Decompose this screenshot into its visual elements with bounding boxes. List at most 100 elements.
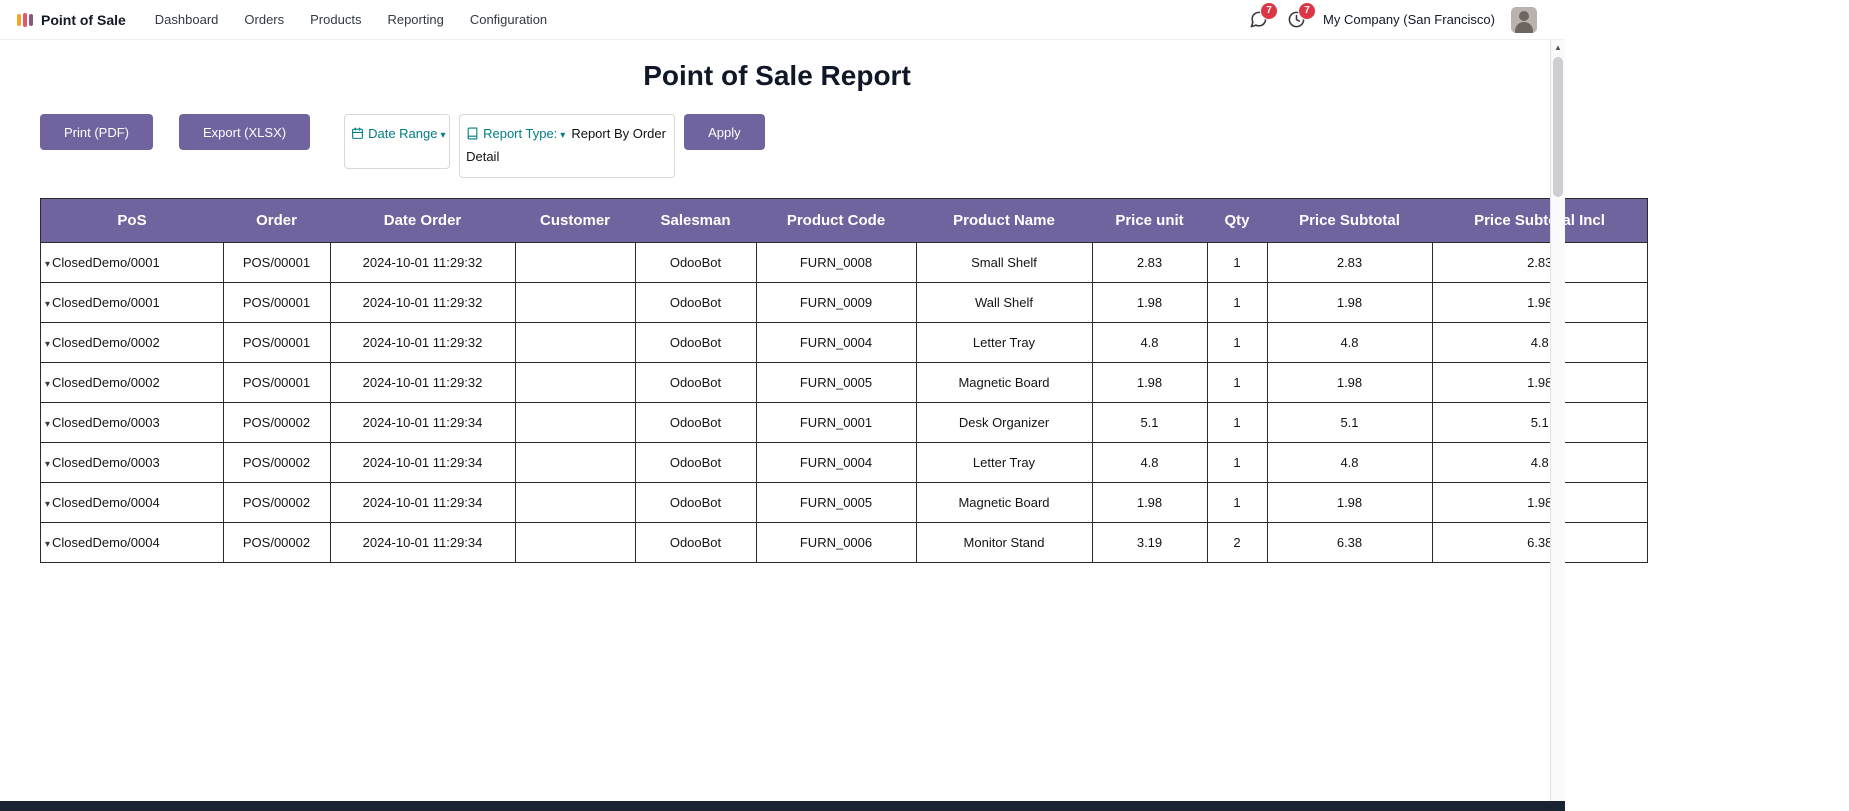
cell-product-name: Wall Shelf [915, 281, 1093, 323]
pos-session-label: ClosedDemo/0001 [52, 294, 160, 310]
cell-qty: 2 [1206, 521, 1268, 563]
main-menu: Dashboard Orders Products Reporting Conf… [144, 7, 558, 32]
expand-row-caret-icon[interactable]: ▾ [45, 538, 51, 550]
date-range-dropdown[interactable]: Date Range ▾ [344, 114, 451, 169]
book-icon [466, 126, 479, 147]
report-type-dropdown[interactable]: Report Type: ▾ Report By Order Detail [459, 114, 676, 178]
cell-customer [514, 281, 636, 323]
pos-session-label: ClosedDemo/0003 [52, 414, 160, 430]
column-header-qty: Qty [1207, 198, 1267, 243]
cell-customer [514, 361, 636, 403]
cell-pos[interactable]: ▾ ClosedDemo/0001 [40, 281, 224, 323]
menu-item-configuration[interactable]: Configuration [469, 12, 548, 27]
cell-price-subtotal-incl: 1.98 [1431, 361, 1648, 403]
cell-pos[interactable]: ▾ ClosedDemo/0004 [40, 521, 224, 563]
cell-price-unit: 5.1 [1091, 401, 1208, 443]
column-header-product-code: Product Code [756, 198, 916, 243]
cell-product-code: FURN_0004 [755, 441, 917, 483]
table-row: ▾ ClosedDemo/0004 POS/00002 2024-10-01 11:2… [40, 521, 1648, 563]
table-row: ▾ ClosedDemo/0003 POS/00002 2024-10-01 11:2… [40, 401, 1648, 443]
cell-product-code: FURN_0001 [755, 401, 917, 443]
menu-item-products[interactable]: Products [310, 12, 362, 27]
cell-pos[interactable]: ▾ ClosedDemo/0001 [40, 241, 224, 283]
scroll-up-button[interactable]: ▲ [1554, 43, 1562, 52]
clock-icon [1287, 10, 1306, 29]
table-row: ▾ ClosedDemo/0004 POS/00002 2024-10-01 11:2… [40, 481, 1648, 523]
app-logo-icon [16, 11, 34, 29]
pos-session-label: ClosedDemo/0004 [52, 534, 160, 550]
report-table: PoS Order Date Order Customer Salesman Produc… [40, 197, 1648, 563]
expand-row-caret-icon[interactable]: ▾ [45, 418, 51, 430]
messages-button[interactable]: 7 [1247, 2, 1278, 31]
cell-order: POS/00001 [222, 281, 331, 323]
report-type-label: Report Type: [483, 126, 558, 141]
cell-price-unit: 1.98 [1091, 281, 1208, 323]
expand-row-caret-icon[interactable]: ▾ [45, 338, 51, 350]
cell-qty: 1 [1206, 401, 1268, 443]
cell-product-name: Letter Tray [915, 321, 1093, 363]
cell-salesman: OdooBot [634, 241, 757, 283]
cell-customer [514, 521, 636, 563]
expand-row-caret-icon[interactable]: ▾ [45, 458, 51, 470]
cell-salesman: OdooBot [634, 401, 757, 443]
cell-customer [514, 241, 636, 283]
export-xlsx-button[interactable]: Export (XLSX) [179, 114, 311, 150]
apply-button[interactable]: Apply [684, 114, 765, 150]
column-header-price-subtotal: Price Subtotal [1267, 198, 1432, 243]
cell-product-code: FURN_0005 [755, 361, 917, 403]
cell-salesman: OdooBot [634, 441, 757, 483]
cell-date-order: 2024-10-01 11:29:32 [329, 281, 516, 323]
cell-price-subtotal-incl: 6.38 [1431, 521, 1648, 563]
table-row: ▾ ClosedDemo/0002 POS/00001 2024-10-01 11:2… [40, 361, 1648, 403]
cell-price-subtotal: 2.83 [1266, 241, 1433, 283]
cell-pos[interactable]: ▾ ClosedDemo/0002 [40, 321, 224, 363]
menu-item-reporting[interactable]: Reporting [387, 12, 444, 27]
cell-price-subtotal: 1.98 [1266, 481, 1433, 523]
cell-price-unit: 3.19 [1091, 521, 1208, 563]
cell-order: POS/00002 [222, 401, 331, 443]
expand-row-caret-icon[interactable]: ▾ [45, 498, 51, 510]
cell-pos[interactable]: ▾ ClosedDemo/0003 [40, 441, 224, 483]
cell-product-code: FURN_0006 [755, 521, 917, 563]
cell-salesman: OdooBot [634, 481, 757, 523]
cell-product-name: Magnetic Board [915, 481, 1093, 523]
cell-price-unit: 1.98 [1091, 361, 1208, 403]
expand-row-caret-icon[interactable]: ▾ [45, 258, 51, 270]
column-header-customer: Customer [515, 198, 635, 243]
menu-item-dashboard[interactable]: Dashboard [154, 12, 219, 27]
expand-row-caret-icon[interactable]: ▾ [45, 378, 51, 390]
cell-price-unit: 4.8 [1091, 441, 1208, 483]
pos-session-label: ClosedDemo/0004 [52, 494, 160, 510]
user-avatar[interactable] [1511, 6, 1537, 33]
print-pdf-button[interactable]: Print (PDF) [40, 114, 153, 150]
menu-item-orders[interactable]: Orders [244, 12, 285, 27]
cell-qty: 1 [1206, 441, 1268, 483]
scrollbar-thumb[interactable] [1553, 57, 1563, 197]
column-header-pos: PoS [40, 198, 223, 243]
app-name: Point of Sale [41, 11, 126, 28]
expand-row-caret-icon[interactable]: ▾ [45, 298, 51, 310]
pos-session-label: ClosedDemo/0003 [52, 454, 160, 470]
vertical-scrollbar[interactable]: ▲ [1550, 40, 1565, 801]
cell-date-order: 2024-10-01 11:29:32 [329, 321, 516, 363]
cell-order: POS/00001 [222, 361, 331, 403]
cell-pos[interactable]: ▾ ClosedDemo/0003 [40, 401, 224, 443]
activities-button[interactable]: 7 [1285, 2, 1316, 31]
cell-product-name: Small Shelf [915, 241, 1093, 283]
cell-customer [514, 481, 636, 523]
cell-pos[interactable]: ▾ ClosedDemo/0004 [40, 481, 224, 523]
cell-pos[interactable]: ▾ ClosedDemo/0002 [40, 361, 224, 403]
company-switcher[interactable]: My Company (San Francisco) [1323, 12, 1495, 27]
cell-qty: 1 [1206, 241, 1268, 283]
cell-product-code: FURN_0008 [755, 241, 917, 283]
chat-bubble-icon [1249, 10, 1268, 29]
cell-date-order: 2024-10-01 11:29:34 [329, 481, 516, 523]
app-brand[interactable]: Point of Sale [16, 11, 126, 29]
calendar-icon [351, 126, 364, 147]
cell-date-order: 2024-10-01 11:29:32 [329, 241, 516, 283]
cell-order: POS/00002 [222, 521, 331, 563]
cell-price-subtotal-incl: 4.8 [1431, 321, 1648, 363]
cell-price-subtotal: 1.98 [1266, 361, 1433, 403]
top-navbar: Point of Sale Dashboard Orders Products … [0, 0, 1565, 40]
chevron-down-icon: ▾ [560, 130, 566, 141]
